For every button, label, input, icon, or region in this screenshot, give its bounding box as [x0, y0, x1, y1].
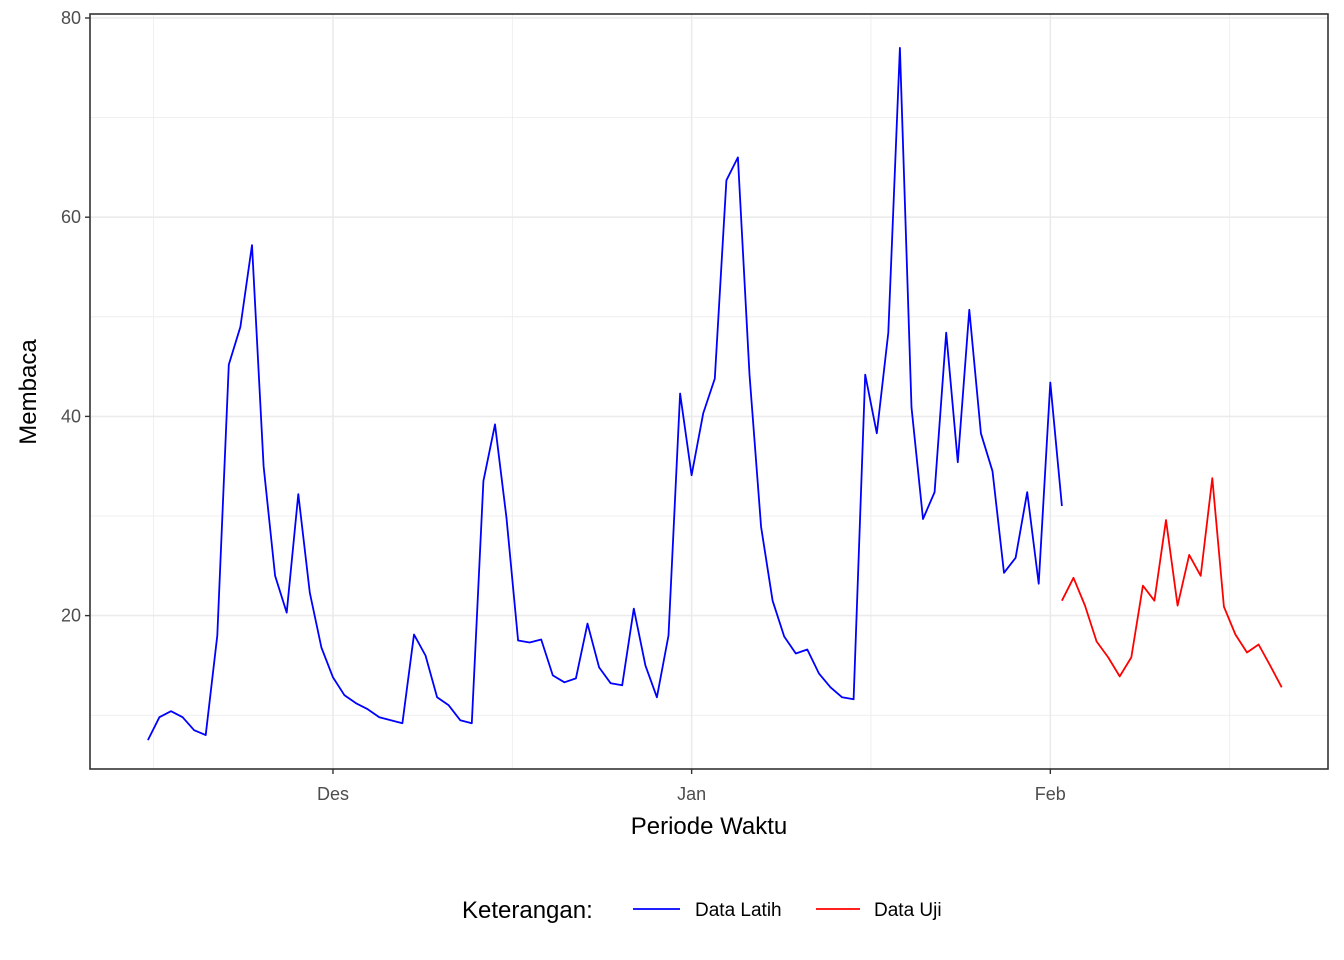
- y-axis-title: Membaca: [15, 339, 42, 445]
- y-axis: 20 40 60 80: [61, 8, 90, 626]
- y-tick-label: 40: [61, 406, 81, 426]
- series-line-data-latih: [147, 47, 1063, 741]
- x-axis: Des Jan Feb: [317, 769, 1066, 804]
- legend-label-data-latih: Data Latih: [695, 900, 782, 921]
- y-tick-label: 20: [61, 606, 81, 626]
- x-tick-label: Jan: [677, 784, 706, 804]
- legend-label-data-uji: Data Uji: [874, 900, 942, 921]
- plot-border: [89, 13, 1329, 770]
- series-line-data-uji: [1061, 477, 1283, 688]
- x-tick-label: Feb: [1035, 784, 1066, 804]
- y-tick-label: 60: [61, 207, 81, 227]
- plot-background: [90, 14, 1328, 769]
- x-axis-title: Periode Waktu: [631, 813, 788, 840]
- legend: Keterangan: Data Latih Data Uji: [462, 897, 942, 924]
- legend-title: Keterangan:: [462, 897, 593, 924]
- x-tick-label: Des: [317, 784, 349, 804]
- series-layer: [147, 47, 1283, 741]
- y-tick-label: 80: [61, 8, 81, 28]
- grid-major: [90, 14, 1328, 769]
